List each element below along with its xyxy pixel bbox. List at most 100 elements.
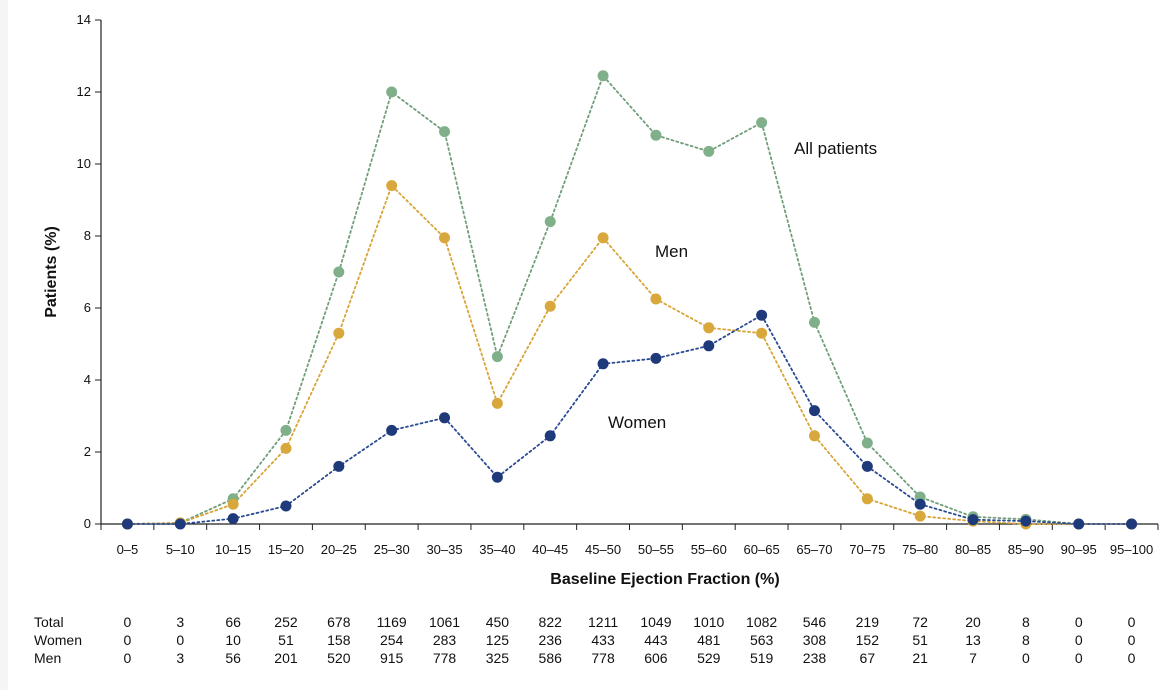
ejection-fraction-chart: 0 2 4 6 8 10 12 14 0–5 5–10 10–15 15–20 20–25 25–30 3…	[34, 12, 1159, 666]
x-tick-labels: 0–5 5–10 10–15 15–20 20–25 25–30 30–35 35–40 40–…	[117, 542, 1154, 557]
y-tick-label: 12	[77, 84, 91, 99]
series-label-men: Men	[655, 242, 688, 261]
y-tick-label: 14	[77, 12, 91, 27]
table-cell: 520	[327, 650, 351, 666]
data-point-men	[650, 293, 662, 305]
table-cell: 325	[486, 650, 510, 666]
data-point-all-patients	[808, 316, 820, 328]
table-cell: 8	[1022, 632, 1030, 648]
table-cell: 0	[1075, 632, 1083, 648]
x-tick-label: 15–20	[268, 542, 304, 557]
data-point-women	[597, 358, 609, 370]
x-tick-label: 30–35	[426, 542, 462, 557]
x-tick-label: 70–75	[849, 542, 885, 557]
y-tick-label: 10	[77, 156, 91, 171]
data-point-men	[227, 498, 239, 510]
table-cell: 0	[124, 632, 132, 648]
data-point-women	[703, 340, 715, 352]
table-cell: 450	[486, 614, 510, 630]
y-tick-label: 4	[84, 372, 91, 387]
table-cell: 0	[1128, 614, 1136, 630]
data-point-all-patients	[756, 117, 768, 129]
x-tick-label: 65–70	[796, 542, 832, 557]
table-cell: 7	[969, 650, 977, 666]
series-line-men	[126, 183, 1133, 525]
x-tick-label: 25–30	[374, 542, 410, 557]
table-cell: 308	[803, 632, 827, 648]
data-point-women	[121, 518, 133, 530]
table-cell: 1061	[429, 614, 460, 630]
table-cell: 238	[803, 650, 827, 666]
data-point-all-patients	[650, 129, 662, 141]
table-cell: 21	[912, 650, 928, 666]
data-point-men	[756, 327, 768, 339]
x-tick-label: 5–10	[166, 542, 195, 557]
data-point-women	[491, 471, 503, 483]
table-cell: 1169	[377, 614, 407, 630]
table-cell: 8	[1022, 614, 1030, 630]
y-tick-label: 8	[84, 228, 91, 243]
x-tick-label: 60–65	[744, 542, 780, 557]
data-point-all-patients	[439, 126, 451, 138]
data-point-women	[544, 430, 556, 442]
table-cell: 0	[1075, 650, 1083, 666]
y-axis-title: Patients (%)	[43, 226, 60, 318]
data-point-women	[756, 309, 768, 321]
data-point-men	[703, 322, 715, 334]
data-point-all-patients	[333, 266, 345, 278]
table-cell: 0	[1075, 614, 1083, 630]
data-point-women	[914, 498, 926, 510]
table-cell: 443	[644, 632, 668, 648]
table-cell: 254	[380, 632, 404, 648]
series-line-women	[126, 313, 1133, 525]
data-point-women	[174, 518, 186, 530]
data-point-women	[1020, 515, 1032, 527]
table-cell: 3	[176, 614, 184, 630]
x-tick-label: 10–15	[215, 542, 251, 557]
data-point-men	[386, 180, 398, 192]
table-cell: 563	[750, 632, 774, 648]
series-group	[121, 70, 1138, 530]
x-tick-label: 20–25	[321, 542, 357, 557]
x-tick-label: 75–80	[902, 542, 938, 557]
chart-frame: 0 2 4 6 8 10 12 14 0–5 5–10 10–15 15–20 20–25 25–30 3…	[8, 0, 1170, 690]
table-cell: 236	[539, 632, 563, 648]
table-cell: 0	[1128, 650, 1136, 666]
table-cell: 125	[486, 632, 510, 648]
table-cell: 822	[539, 614, 563, 630]
data-point-men	[861, 493, 873, 505]
data-point-men	[491, 397, 503, 409]
table-cell: 606	[644, 650, 668, 666]
table-cell: 915	[380, 650, 404, 666]
data-point-all-patients	[544, 216, 556, 228]
table-cell: 283	[433, 632, 457, 648]
data-point-women	[808, 405, 820, 417]
series-line-all-patients	[126, 74, 1133, 525]
table-cell: 13	[965, 632, 981, 648]
table-cell: 529	[697, 650, 721, 666]
data-point-women	[333, 460, 345, 472]
table-cell: 0	[124, 614, 132, 630]
table-cell: 433	[591, 632, 615, 648]
y-tick-label: 2	[84, 444, 91, 459]
table-cell: 586	[539, 650, 563, 666]
table-cell: 252	[274, 614, 298, 630]
data-point-men	[280, 442, 292, 454]
table-cell: 519	[750, 650, 774, 666]
data-point-women	[1073, 518, 1085, 530]
data-point-all-patients	[386, 86, 398, 98]
table-cell: 56	[225, 650, 241, 666]
table-row-label: Total	[34, 614, 64, 630]
table-cell: 0	[1022, 650, 1030, 666]
data-point-women	[861, 460, 873, 472]
y-tick-label: 0	[84, 516, 91, 531]
data-point-women	[650, 352, 662, 364]
data-point-all-patients	[597, 70, 609, 82]
data-point-all-patients	[861, 437, 873, 449]
data-point-men	[439, 232, 451, 244]
data-point-men	[597, 232, 609, 244]
table-cell: 51	[278, 632, 294, 648]
x-axis-title: Baseline Ejection Fraction (%)	[550, 571, 779, 588]
data-point-women	[439, 412, 451, 424]
table-cell: 20	[965, 614, 981, 630]
